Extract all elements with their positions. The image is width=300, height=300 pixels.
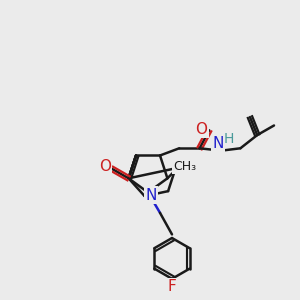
Text: O: O [196,122,208,137]
Text: O: O [99,159,111,174]
Text: N: N [145,188,157,203]
Text: H: H [224,132,234,146]
Text: N: N [212,136,224,151]
Text: CH₃: CH₃ [174,160,197,173]
Text: F: F [168,279,176,294]
